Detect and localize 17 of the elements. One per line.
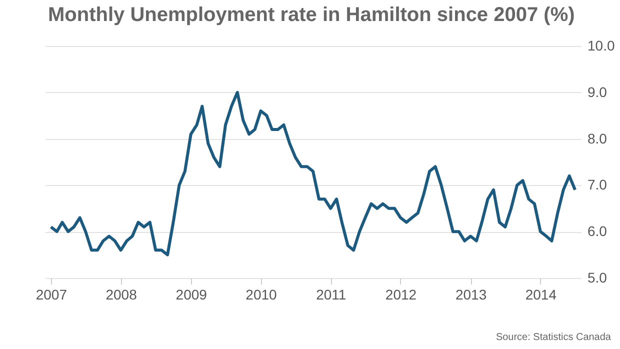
- chart-title: Monthly Unemployment rate in Hamilton since 2007 (%): [48, 4, 575, 26]
- source-note: Source: Statistics Canada: [496, 332, 612, 343]
- y-tick-label: 9.0: [588, 84, 608, 100]
- x-tick-label: 2008: [106, 286, 138, 302]
- y-tick-label: 5.0: [588, 270, 608, 286]
- y-tick-label: 8.0: [588, 130, 608, 146]
- y-tick-label: 7.0: [588, 176, 608, 193]
- x-tick-label: 2010: [246, 286, 278, 302]
- x-tick-label: 2013: [455, 286, 487, 302]
- x-tick-label: 2012: [385, 286, 417, 302]
- y-tick-label: 10.0: [588, 38, 615, 54]
- x-tick-label: 2011: [316, 286, 346, 302]
- x-tick-label: 2014: [525, 286, 557, 302]
- line-series: [49, 90, 577, 256]
- x-tick-label: 2007: [36, 286, 68, 302]
- x-tick-label: 2009: [176, 286, 208, 302]
- y-tick-label: 6.0: [588, 223, 608, 240]
